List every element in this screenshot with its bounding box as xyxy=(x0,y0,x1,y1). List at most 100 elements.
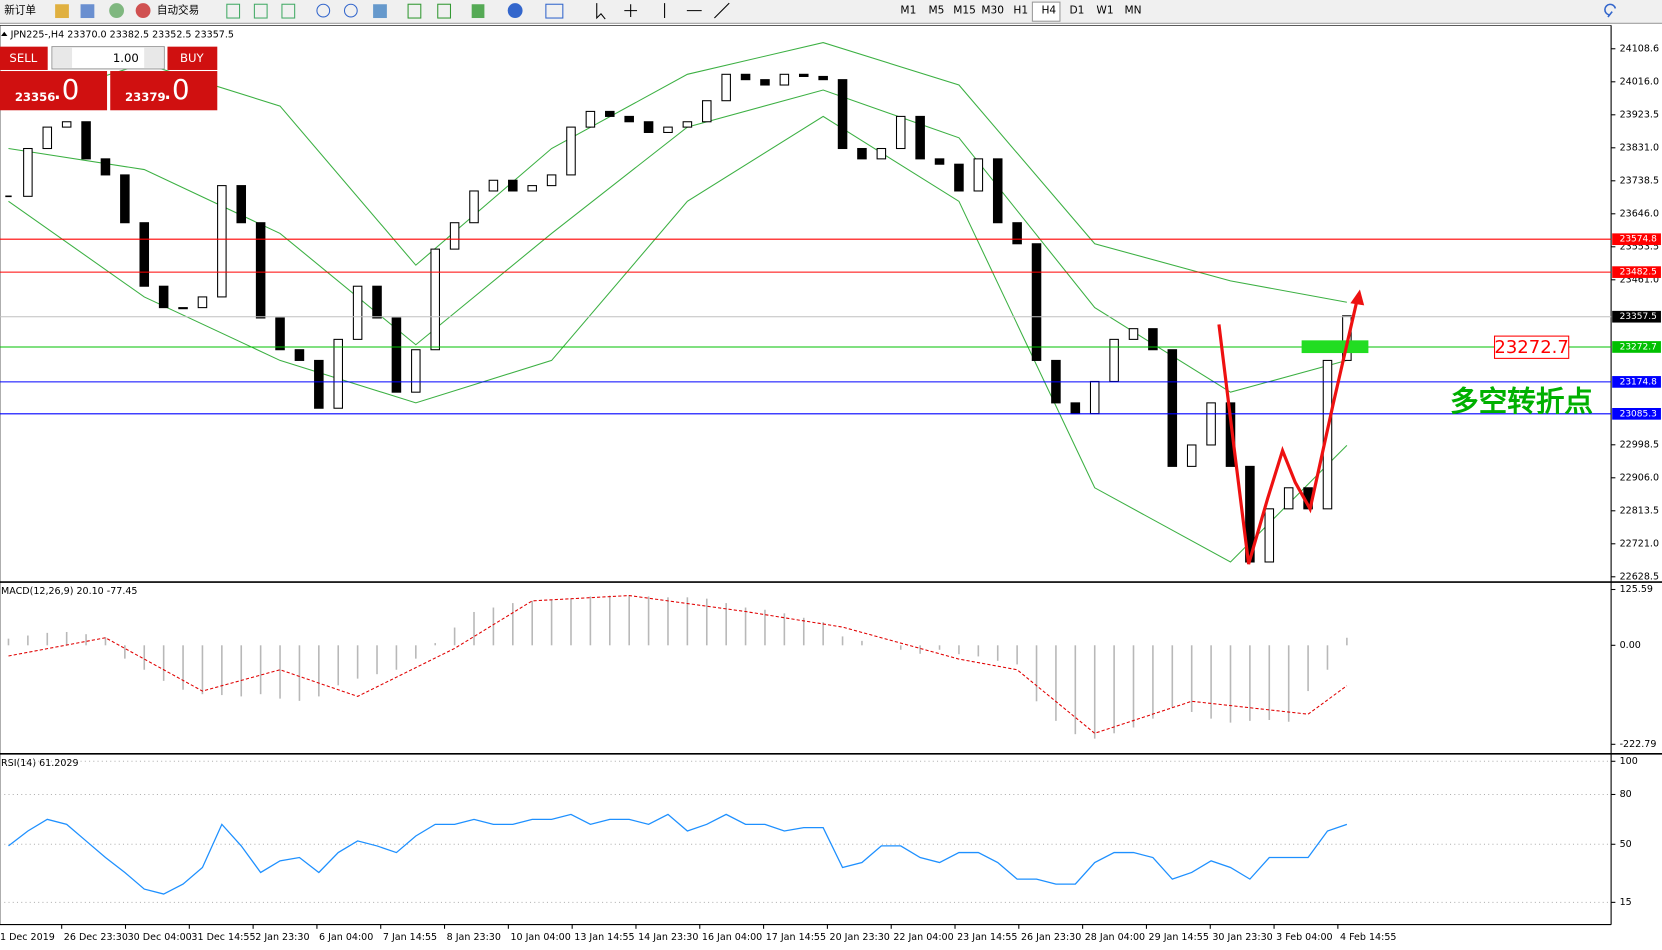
timeframe-button[interactable]: M1 xyxy=(900,5,916,17)
candle xyxy=(488,179,499,192)
icon[interactable] xyxy=(135,3,151,19)
buy-fraction: .0 xyxy=(163,74,189,106)
bollinger-lower xyxy=(8,115,1348,563)
y-tick-label: 22906.0 xyxy=(1620,472,1659,483)
candle xyxy=(120,174,130,224)
candle xyxy=(954,163,964,192)
y-tick-label: 23831.0 xyxy=(1620,142,1659,153)
sell-label: SELL xyxy=(9,51,37,65)
icon[interactable] xyxy=(80,4,95,19)
price-tag-label: 23174.8 xyxy=(1620,377,1657,387)
sell-price: 23356 xyxy=(15,90,56,104)
candle xyxy=(1264,508,1275,563)
timeframe-button[interactable]: W1 xyxy=(1096,5,1113,17)
candle xyxy=(1186,444,1197,467)
price-tag-label: 23085.3 xyxy=(1620,409,1657,419)
candle xyxy=(837,79,848,150)
icon[interactable] xyxy=(664,2,730,19)
trend-arrow xyxy=(1217,296,1360,565)
annotation-text: 多空转折点 xyxy=(1450,384,1593,418)
icon[interactable] xyxy=(281,3,296,19)
pane-title: RSI(14) 61.2029 xyxy=(1,758,78,769)
icon[interactable] xyxy=(437,3,452,19)
candle xyxy=(992,158,1003,224)
candle xyxy=(702,100,712,123)
y-tick-label: 22998.5 xyxy=(1620,439,1659,450)
collapse-icon[interactable] xyxy=(1,31,8,37)
chart-title: JPN225-,H4 23370.0 23382.5 23352.5 23357… xyxy=(10,29,234,40)
price-tag xyxy=(1612,376,1661,388)
timeframe-button[interactable]: H1 xyxy=(1013,5,1028,17)
x-tick-label: 22 Jan 04:00 xyxy=(893,932,953,943)
candle xyxy=(915,115,925,160)
candle xyxy=(818,75,828,81)
candle xyxy=(682,121,693,128)
icon[interactable] xyxy=(624,4,638,17)
icon[interactable] xyxy=(507,3,523,19)
toolbar xyxy=(0,0,1662,24)
icon[interactable] xyxy=(343,3,358,18)
icon[interactable] xyxy=(407,3,422,19)
timeframe-button[interactable]: H4 xyxy=(1041,5,1056,17)
icon[interactable] xyxy=(109,3,125,19)
rsi-line xyxy=(8,813,1348,895)
y-tick-label: 23923.5 xyxy=(1620,109,1659,120)
price-tag xyxy=(1612,310,1661,323)
buy-price-box[interactable] xyxy=(110,71,218,111)
spin-down[interactable] xyxy=(52,47,73,68)
candle xyxy=(294,349,305,361)
y-tick-label: 23553.5 xyxy=(1620,241,1659,252)
icon[interactable] xyxy=(471,4,485,19)
price-tag-label: 23482.5 xyxy=(1620,268,1657,278)
x-tick-label: 1 Dec 2019 xyxy=(0,932,55,943)
y-tick-label: 23646.0 xyxy=(1620,208,1659,219)
y-tick-label: 24016.0 xyxy=(1620,76,1659,87)
candle xyxy=(643,121,654,133)
candle xyxy=(857,147,867,160)
timeframe-button[interactable]: M5 xyxy=(929,5,945,17)
candle xyxy=(546,174,557,187)
spin-up[interactable] xyxy=(144,47,164,68)
x-tick-label: 31 Dec 14:55 xyxy=(191,932,255,943)
icon[interactable] xyxy=(55,4,69,19)
chart-area xyxy=(0,25,1612,925)
x-tick-label: 10 Jan 04:00 xyxy=(510,932,570,943)
price-tag-label: 23357.5 xyxy=(1620,312,1657,322)
auto-trading-button[interactable]: 自动交易 xyxy=(157,4,199,17)
x-tick-label: 29 Jan 14:55 xyxy=(1149,932,1209,943)
candle xyxy=(391,317,402,393)
y-tick-label: 100 xyxy=(1620,756,1638,767)
candle xyxy=(605,110,615,117)
y-tick-label: 23738.5 xyxy=(1620,175,1659,186)
icon[interactable] xyxy=(545,3,564,19)
search-icon[interactable] xyxy=(1604,3,1617,18)
sell-price-box[interactable] xyxy=(0,71,108,111)
timeframe-button[interactable]: D1 xyxy=(1069,5,1084,17)
icon[interactable] xyxy=(226,3,241,19)
candle xyxy=(100,158,111,176)
icon[interactable] xyxy=(373,4,387,19)
timeframe-button[interactable]: M30 xyxy=(981,5,1004,17)
candle xyxy=(314,359,324,409)
candle xyxy=(333,338,343,409)
rsi-pane: RSI(14) 61.2029 100 80 50 15 xyxy=(0,756,1638,908)
timeframe-button[interactable]: M15 xyxy=(953,5,976,17)
candle xyxy=(527,185,537,192)
x-tick-label: 30 Jan 23:30 xyxy=(1212,932,1272,943)
x-tick-label: 30 Dec 04:00 xyxy=(128,932,192,943)
timeframe-button[interactable]: MN xyxy=(1125,5,1142,17)
candle xyxy=(81,121,91,160)
icon[interactable] xyxy=(316,3,331,18)
candle xyxy=(217,185,227,298)
buy-button[interactable] xyxy=(167,46,218,70)
candle xyxy=(798,73,809,77)
candle xyxy=(42,126,53,150)
volume-input[interactable] xyxy=(51,46,165,70)
icon[interactable] xyxy=(596,3,606,20)
annotation-box xyxy=(1493,335,1570,359)
sell-button[interactable] xyxy=(0,46,48,70)
new-order-button[interactable]: 新订单 xyxy=(4,4,36,17)
icon[interactable] xyxy=(253,3,268,19)
candle xyxy=(740,73,751,81)
